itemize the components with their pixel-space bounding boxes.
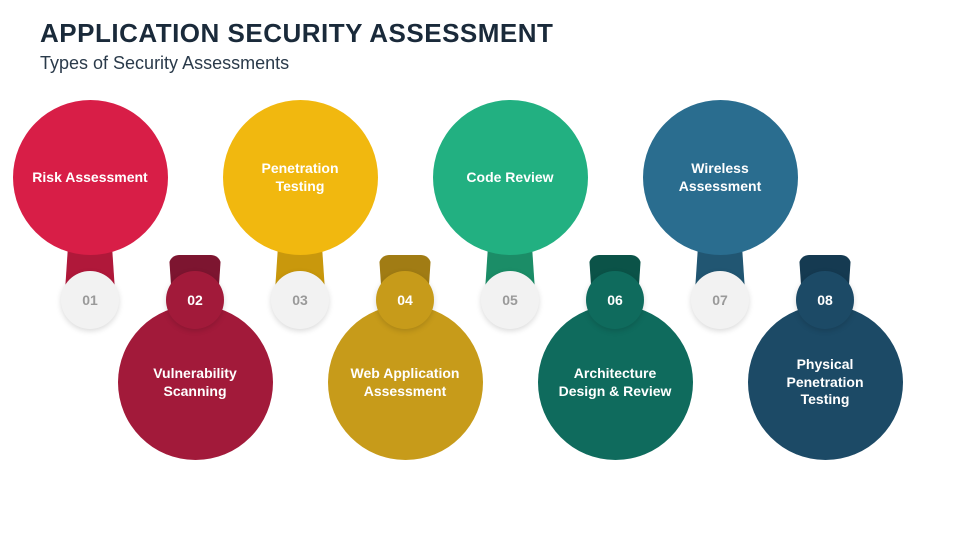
step-number: 08 (796, 271, 854, 329)
page-title: APPLICATION SECURITY ASSESSMENT (40, 18, 920, 49)
assessment-label: Vulnerability Scanning (134, 365, 257, 400)
page-subtitle: Types of Security Assessments (40, 53, 920, 74)
assessment-label: Physical Penetration Testing (764, 356, 887, 409)
header: APPLICATION SECURITY ASSESSMENT Types of… (0, 0, 960, 74)
assessment-label: Wireless Assessment (659, 160, 782, 195)
assessment-label: Code Review (466, 169, 553, 187)
assessment-label: Risk Assessment (32, 169, 147, 187)
step-number: 02 (166, 271, 224, 329)
assessment-circle: Code Review (433, 100, 588, 255)
assessment-drop: Penetration Testing (223, 100, 378, 255)
assessment-circle: Penetration Testing (223, 100, 378, 255)
assessment-circle: Wireless Assessment (643, 100, 798, 255)
assessment-label: Penetration Testing (239, 160, 362, 195)
assessment-label: Architecture Design & Review (554, 365, 677, 400)
step-number: 03 (271, 271, 329, 329)
step-number: 07 (691, 271, 749, 329)
infographic-stage: Risk Assessment 01 Vulnerability Scanning 0… (0, 80, 960, 540)
assessment-drop: Risk Assessment (13, 100, 168, 255)
assessment-label: Web Application Assessment (344, 365, 467, 400)
step-number: 06 (586, 271, 644, 329)
assessment-drop: Code Review (433, 100, 588, 255)
step-number: 01 (61, 271, 119, 329)
assessment-circle: Risk Assessment (13, 100, 168, 255)
step-number: 04 (376, 271, 434, 329)
step-number: 05 (481, 271, 539, 329)
assessment-drop: Wireless Assessment (643, 100, 798, 255)
